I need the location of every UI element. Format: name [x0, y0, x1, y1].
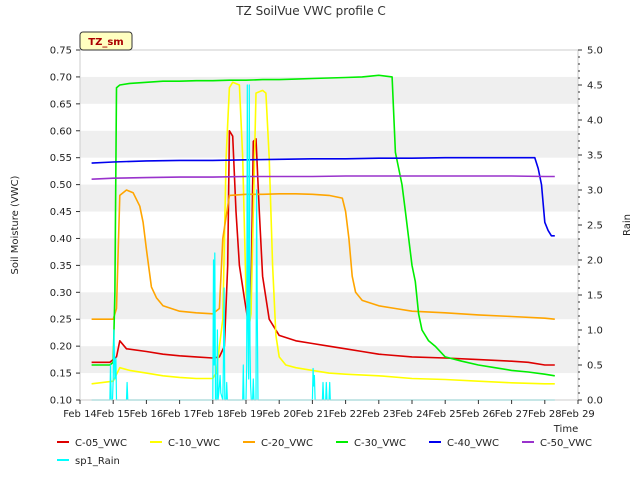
y2-axis-title: Rain — [622, 214, 633, 236]
y-tick-label: 0.70 — [50, 72, 72, 83]
chart-title: TZ SoilVue VWC profile C — [235, 4, 386, 18]
y2-tick-label: 3.5 — [587, 151, 603, 162]
y-tick-label: 0.30 — [50, 288, 72, 299]
x-tick-label: Feb 15 — [96, 409, 130, 420]
band-9 — [80, 130, 578, 158]
station-tag: TZ_sm — [79, 31, 133, 51]
band-7 — [80, 184, 578, 212]
background-bands — [80, 76, 578, 374]
y-tick-label: 0.50 — [50, 180, 72, 191]
y-tick-label: 0.10 — [50, 396, 72, 407]
y2-tick-label: 3.0 — [587, 186, 603, 197]
x-tick-label: Feb 22 — [329, 409, 363, 420]
x-tick-label: Feb 19 — [229, 409, 263, 420]
x-tick-label: Feb 23 — [362, 409, 396, 420]
y-axis-title: Soil Moisture (VWC) — [10, 175, 21, 274]
x-axis-title: Time — [553, 424, 578, 435]
y-tick-label: 0.65 — [50, 99, 72, 110]
legend-label: C-10_VWC — [168, 438, 220, 449]
y-axis-ticks: 0.10 0.15 0.20 0.25 0.30 0.35 0.40 0.45 0.50 0.55… — [50, 46, 80, 407]
x-tick-label: Feb 17 — [163, 409, 197, 420]
y2-tick-label: 4.5 — [587, 81, 603, 92]
series-line-C-30_VWC — [91, 74, 555, 377]
legend-label: C-40_VWC — [447, 438, 499, 449]
y-tick-label: 0.40 — [50, 234, 72, 245]
legend-label: C-05_VWC — [75, 438, 127, 449]
y2-tick-label: 2.5 — [587, 221, 603, 232]
x-tick-label: Feb 27 — [495, 409, 529, 420]
series-line-C-20_VWC — [91, 189, 555, 321]
y-tick-label: 0.35 — [50, 261, 72, 272]
y-tick-label: 0.20 — [50, 342, 72, 353]
x-tick-label: Feb 25 — [428, 409, 462, 420]
y2-tick-label: 0.0 — [587, 396, 603, 407]
x-tick-label: Feb 16 — [130, 409, 164, 420]
y-tick-label: 0.45 — [50, 207, 72, 218]
y2-tick-label: 1.5 — [587, 291, 603, 302]
y2-tick-label: 5.0 — [587, 46, 603, 57]
legend: C-05_VWC C-10_VWC C-20_VWC C-30_VWC C-40_VWC… — [57, 438, 592, 467]
station-tag-box — [79, 31, 133, 51]
legend-label: sp1_Rain — [75, 456, 120, 467]
y2-axis-ticks: 0.0 0.5 1.0 1.5 2.0 2.5 3.0 3.5 4.0 4.5 5.0 — [578, 46, 603, 407]
series-line-C-50_VWC — [91, 175, 555, 180]
legend-label: C-30_VWC — [354, 438, 406, 449]
y2-tick-label: 4.0 — [587, 116, 603, 127]
y-tick-label: 0.60 — [50, 126, 72, 137]
series-line-C-10_VWC — [91, 81, 555, 385]
x-tick-label: Feb 29 — [561, 409, 595, 420]
legend-label: C-20_VWC — [261, 438, 313, 449]
station-tag-label: TZ_sm — [88, 37, 123, 48]
y-tick-label: 0.55 — [50, 153, 72, 164]
y2-tick-label: 2.0 — [587, 256, 603, 267]
series-line-C-40_VWC — [91, 156, 555, 237]
x-tick-label: Feb 21 — [296, 409, 330, 420]
y2-tick-label: 0.5 — [587, 361, 603, 372]
y-tick-label: 0.75 — [50, 46, 72, 57]
y2-tick-label: 1.0 — [587, 326, 603, 337]
y-tick-label: 0.15 — [50, 369, 72, 380]
x-tick-label: Feb 14 — [63, 409, 97, 420]
x-tick-label: Feb 26 — [462, 409, 496, 420]
y-tick-label: 0.25 — [50, 315, 72, 326]
x-tick-label: Feb 20 — [262, 409, 296, 420]
x-axis-ticks: Feb 14 Feb 15 Feb 16 Feb 17 Feb 18 Feb 19 Feb … — [63, 400, 595, 420]
legend-label: C-50_VWC — [540, 438, 592, 449]
band-3 — [80, 292, 578, 320]
x-tick-label: Feb 18 — [196, 409, 230, 420]
x-tick-label: Feb 24 — [395, 409, 429, 420]
band-5 — [80, 238, 578, 266]
x-tick-label: Feb 28 — [528, 409, 562, 420]
